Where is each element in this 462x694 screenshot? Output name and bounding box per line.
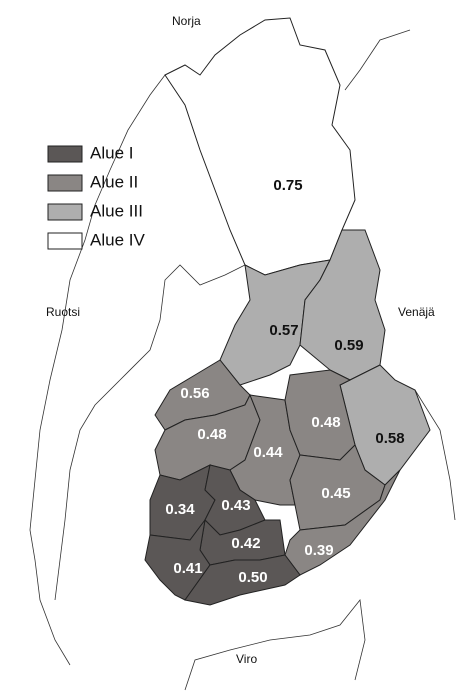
legend-label: Alue III [90,201,143,220]
region-value: 0.56 [180,385,209,402]
region [284,369,356,461]
region [284,469,401,576]
region-value: 0.58 [375,430,404,447]
legend-swatch [47,203,83,221]
region-value: 0.34 [165,501,195,518]
legend-swatch [47,145,83,163]
legend-swatch [47,232,83,250]
region-value: 0.59 [334,337,363,354]
estonia-coast [184,599,366,691]
region-value: 0.50 [238,569,267,586]
region [219,259,331,386]
legend-label: Alue I [90,143,133,162]
region-lapland [164,17,356,276]
region-value: 0.39 [304,542,333,559]
legend-label: Alue IV [90,230,145,249]
region-value: 0.48 [197,426,226,443]
region-value: 0.75 [273,177,302,194]
region-value: 0.43 [221,497,250,514]
region-value: 0.42 [231,535,260,552]
country-label: Norja [172,14,201,28]
country-label: Venäjä [398,305,435,319]
sweden-coast [54,264,246,601]
legend-swatch [47,174,83,192]
region-value: 0.44 [253,444,283,461]
russia-border [344,29,456,521]
region-value: 0.48 [311,414,340,431]
legend-label: Alue II [90,172,138,191]
legend: Alue I Alue II Alue III Alue IV [47,143,145,250]
country-label: Ruotsi [46,305,80,319]
region-value: 0.45 [321,485,350,502]
region-value: 0.41 [173,560,202,577]
region-value: 0.57 [269,322,298,339]
country-label: Viro [236,652,257,666]
region [184,554,301,606]
sweden-norway-border [29,74,166,666]
